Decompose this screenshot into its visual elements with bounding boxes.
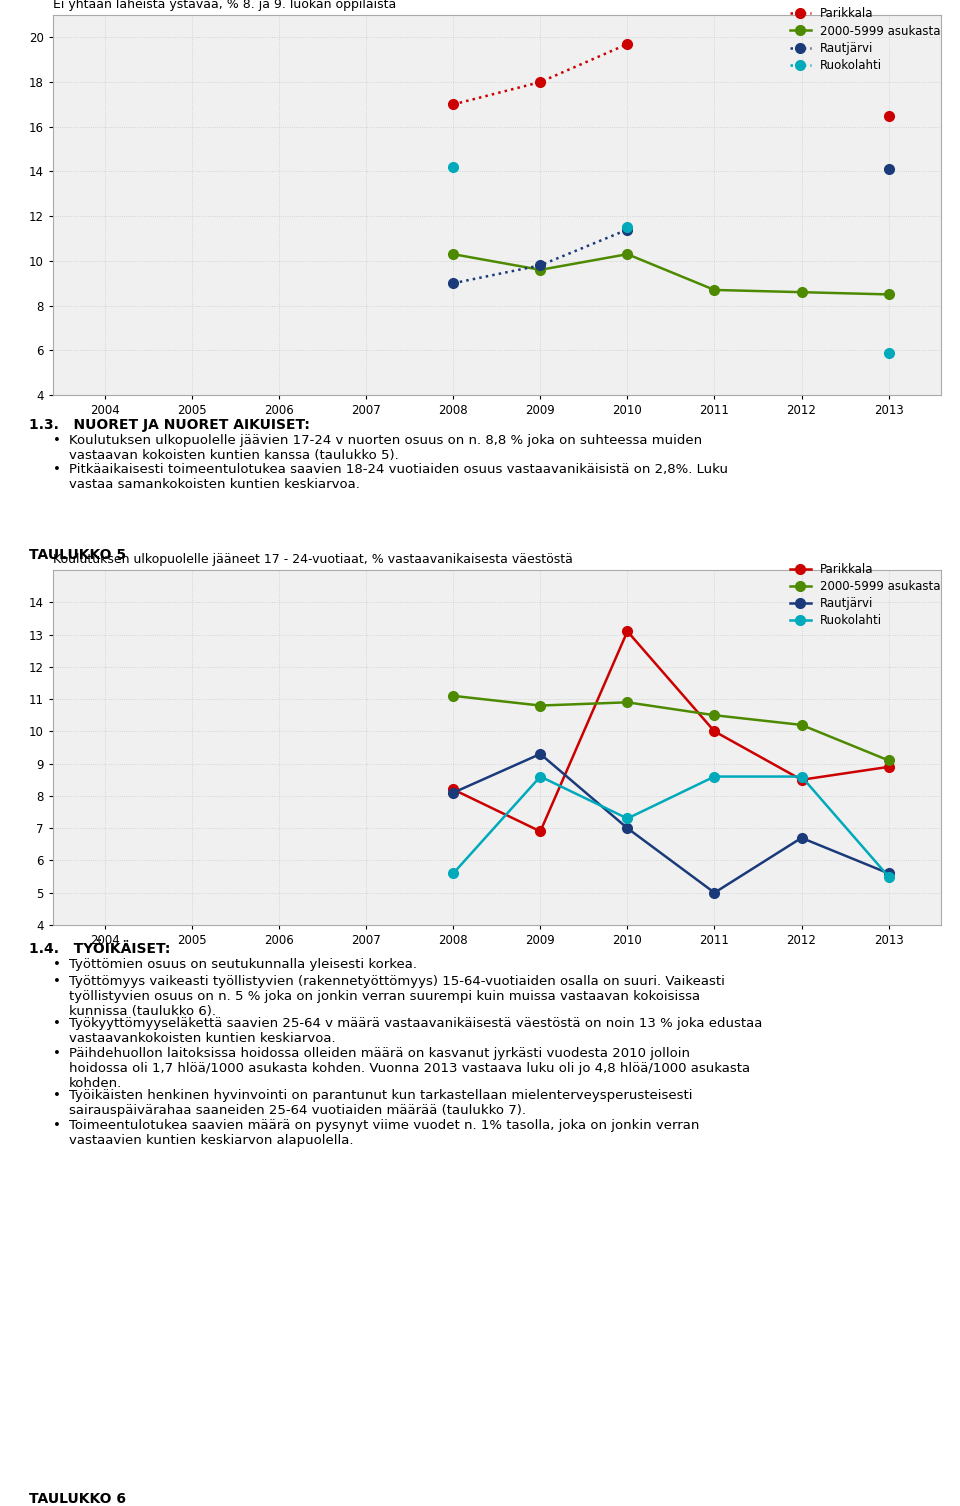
Text: 1.4.   TYÖIKÄISET:: 1.4. TYÖIKÄISET:	[29, 941, 170, 956]
Text: TAULUKKO 5: TAULUKKO 5	[29, 548, 126, 562]
Text: Koulutuksen ulkopuolelle jäävien 17-24 v nuorten osuus on n. 8,8 % joka on suhte: Koulutuksen ulkopuolelle jäävien 17-24 v…	[69, 434, 703, 462]
Text: Työttömien osuus on seutukunnalla yleisesti korkea.: Työttömien osuus on seutukunnalla yleise…	[69, 958, 417, 971]
Legend: Parikkala, 2000-5999 asukasta, Rautjärvi, Ruokolahti: Parikkala, 2000-5999 asukasta, Rautjärvi…	[790, 8, 941, 72]
Text: Työikäisten henkinen hyvinvointi on parantunut kun tarkastellaan mielenterveyspe: Työikäisten henkinen hyvinvointi on para…	[69, 1089, 692, 1117]
Text: •: •	[53, 958, 60, 971]
Text: •: •	[53, 1119, 60, 1133]
Text: Pitkäaikaisesti toimeentulotukea saavien 18-24 vuotiaiden osuus vastaavanikäisis: Pitkäaikaisesti toimeentulotukea saavien…	[69, 464, 728, 491]
Text: •: •	[53, 1047, 60, 1060]
Text: •: •	[53, 1089, 60, 1102]
Text: Toimeentulotukea saavien määrä on pysynyt viime vuodet n. 1% tasolla, joka on jo: Toimeentulotukea saavien määrä on pysyny…	[69, 1119, 700, 1148]
Legend: Parikkala, 2000-5999 asukasta, Rautjärvi, Ruokolahti: Parikkala, 2000-5999 asukasta, Rautjärvi…	[790, 563, 941, 628]
Text: TAULUKKO 6: TAULUKKO 6	[29, 1492, 126, 1506]
Text: •: •	[53, 974, 60, 988]
Text: Ei yhtään läheistä ystävää, % 8. ja 9. luokan oppilaista: Ei yhtään läheistä ystävää, % 8. ja 9. l…	[53, 0, 396, 11]
Text: •: •	[53, 464, 60, 476]
Text: Työttömyys vaikeasti työllistyvien (rakennetyöttömyys) 15-64-vuotiaiden osalla o: Työttömyys vaikeasti työllistyvien (rake…	[69, 974, 725, 1018]
Text: Päihdehuollon laitoksissa hoidossa olleiden määrä on kasvanut jyrkästi vuodesta : Päihdehuollon laitoksissa hoidossa ollei…	[69, 1047, 751, 1090]
Text: •: •	[53, 1017, 60, 1030]
Text: Koulutuksen ulkopuolelle jääneet 17 - 24-vuotiaat, % vastaavanikaisesta väestöst: Koulutuksen ulkopuolelle jääneet 17 - 24…	[53, 553, 573, 566]
Text: 1.3.   NUORET JA NUORET AIKUISET:: 1.3. NUORET JA NUORET AIKUISET:	[29, 419, 310, 432]
Text: •: •	[53, 434, 60, 447]
Text: Työkyyttömyyseläkettä saavien 25-64 v määrä vastaavanikäisestä väestöstä on noin: Työkyyttömyyseläkettä saavien 25-64 v mä…	[69, 1017, 762, 1045]
